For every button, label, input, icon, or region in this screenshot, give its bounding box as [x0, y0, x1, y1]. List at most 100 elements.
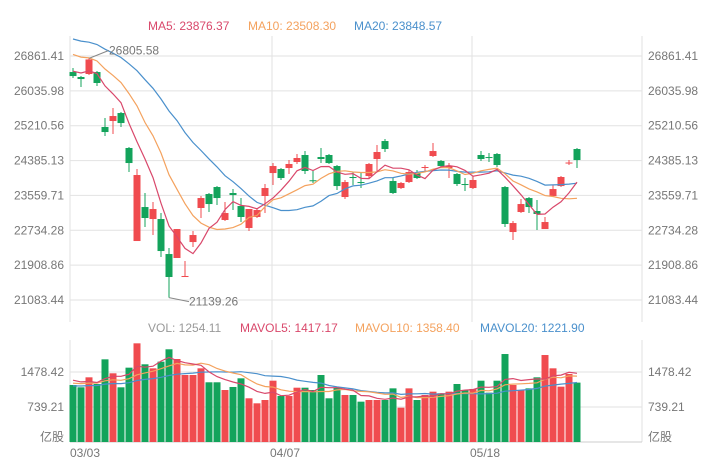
candle-down: [333, 166, 341, 187]
legend-mavol5-text: MAVOL5: 1417.17: [240, 321, 338, 335]
candle-down: [301, 155, 309, 172]
price-tick-right: 24385.13: [648, 154, 698, 168]
volume-bar: [333, 387, 341, 442]
candle-down: [77, 77, 85, 80]
volume-bar: [77, 387, 85, 442]
legend-ma10-text: MA10: 23508.30: [248, 19, 337, 33]
candle-down: [389, 181, 397, 194]
volume-bar: [445, 391, 453, 442]
volume-bar: [533, 377, 541, 442]
price-tick-left: 21908.86: [14, 258, 64, 272]
volume-bar: [453, 383, 461, 442]
volume-bar: [237, 378, 245, 442]
volume-bar: [557, 386, 565, 442]
volume-bar: [525, 388, 533, 442]
candle-down: [325, 155, 333, 164]
ma20-line: [72, 38, 578, 212]
price-tick-left: 26861.41: [14, 49, 64, 63]
price-tick-left: 23559.71: [14, 188, 64, 202]
volume-bar: [173, 358, 181, 442]
legend-ma10: MA10: 23508.30: [248, 19, 336, 33]
volume-bar: [165, 349, 173, 442]
legend-vol-text: VOL: 1254.11: [148, 321, 222, 335]
volume-bar: [565, 374, 573, 442]
volume-bar: [493, 380, 501, 442]
price-tick-right: 25210.56: [648, 119, 698, 133]
candle-up: [269, 166, 277, 174]
legend-mavol20-text: MAVOL20: 1221.90: [480, 321, 585, 335]
date-label: 03/03: [70, 446, 100, 460]
volume-bar: [101, 359, 109, 442]
volume-bar: [469, 388, 477, 442]
volume-bar: [477, 380, 485, 442]
volume-bar: [261, 400, 269, 442]
candle-down: [357, 182, 365, 184]
price-tick-left: 24385.13: [14, 154, 64, 168]
volume-bar: [181, 375, 189, 442]
candle-down: [453, 174, 461, 185]
volume-bar: [549, 368, 557, 442]
price-tick-left: 25210.56: [14, 119, 64, 133]
volume-bar: [389, 388, 397, 442]
volume-bar: [365, 400, 373, 442]
vol-tick-right: 1478.42: [648, 365, 692, 379]
candle-down: [157, 219, 165, 252]
candle-up: [245, 209, 253, 229]
candle-up: [421, 166, 429, 169]
volume-bar: [109, 373, 117, 442]
candle-up: [405, 172, 413, 183]
candle-down: [485, 157, 493, 159]
candle-down: [205, 194, 213, 205]
volume-bar: [213, 382, 221, 442]
candle-down: [349, 177, 357, 179]
volume-bar: [413, 400, 421, 442]
min-annotation: 21139.26: [189, 295, 238, 309]
candle-up: [253, 210, 261, 217]
candle-down: [501, 187, 509, 225]
volume-bar: [541, 355, 549, 442]
candle-up: [181, 275, 189, 278]
price-tick-right: 21083.44: [648, 293, 698, 307]
volume-bar: [189, 375, 197, 442]
candle-up: [189, 235, 197, 243]
volume-bar: [157, 361, 165, 442]
candle-up: [133, 175, 141, 242]
volume-bar: [397, 407, 405, 442]
candle-up: [365, 163, 373, 177]
volume-bar: [573, 382, 581, 442]
volume-bar: [133, 343, 141, 442]
volume-bar: [93, 383, 101, 442]
candle-down: [525, 198, 533, 208]
legend-vol: VOL: 1254.11: [148, 321, 221, 335]
mavol20-line: [72, 371, 578, 396]
mavol10-line: [72, 362, 578, 399]
price-tick-right: 26035.98: [648, 84, 698, 98]
volume-bar: [501, 354, 509, 442]
volume-bar: [197, 368, 205, 442]
price-tick-right: 21908.86: [648, 258, 698, 272]
price-tick-right: 23559.71: [648, 188, 698, 202]
volume-bar: [301, 387, 309, 442]
candle-up: [565, 162, 573, 164]
max-annotation: 26805.58: [109, 43, 159, 57]
candle-down: [317, 157, 325, 160]
volume-bar: [229, 386, 237, 442]
price-tick-left: 26035.98: [14, 84, 64, 98]
candle-down: [477, 155, 485, 160]
candle-down: [573, 149, 581, 161]
volume-bar: [125, 367, 133, 442]
vol-unit-right: 亿股: [648, 429, 672, 444]
max-annotation-line: [88, 49, 110, 59]
candle-up: [373, 152, 381, 160]
price-tick-left: 21083.44: [14, 293, 64, 307]
price-tick-right: 22734.28: [648, 223, 698, 237]
volume-bar: [405, 388, 413, 442]
legend-ma20-text: MA20: 23848.57: [354, 19, 443, 33]
volume-bar: [373, 400, 381, 442]
candle-up: [517, 204, 525, 213]
volume-bar: [149, 368, 157, 442]
volume-bar: [341, 394, 349, 442]
candle-down: [381, 141, 389, 150]
candle-down: [117, 113, 125, 124]
